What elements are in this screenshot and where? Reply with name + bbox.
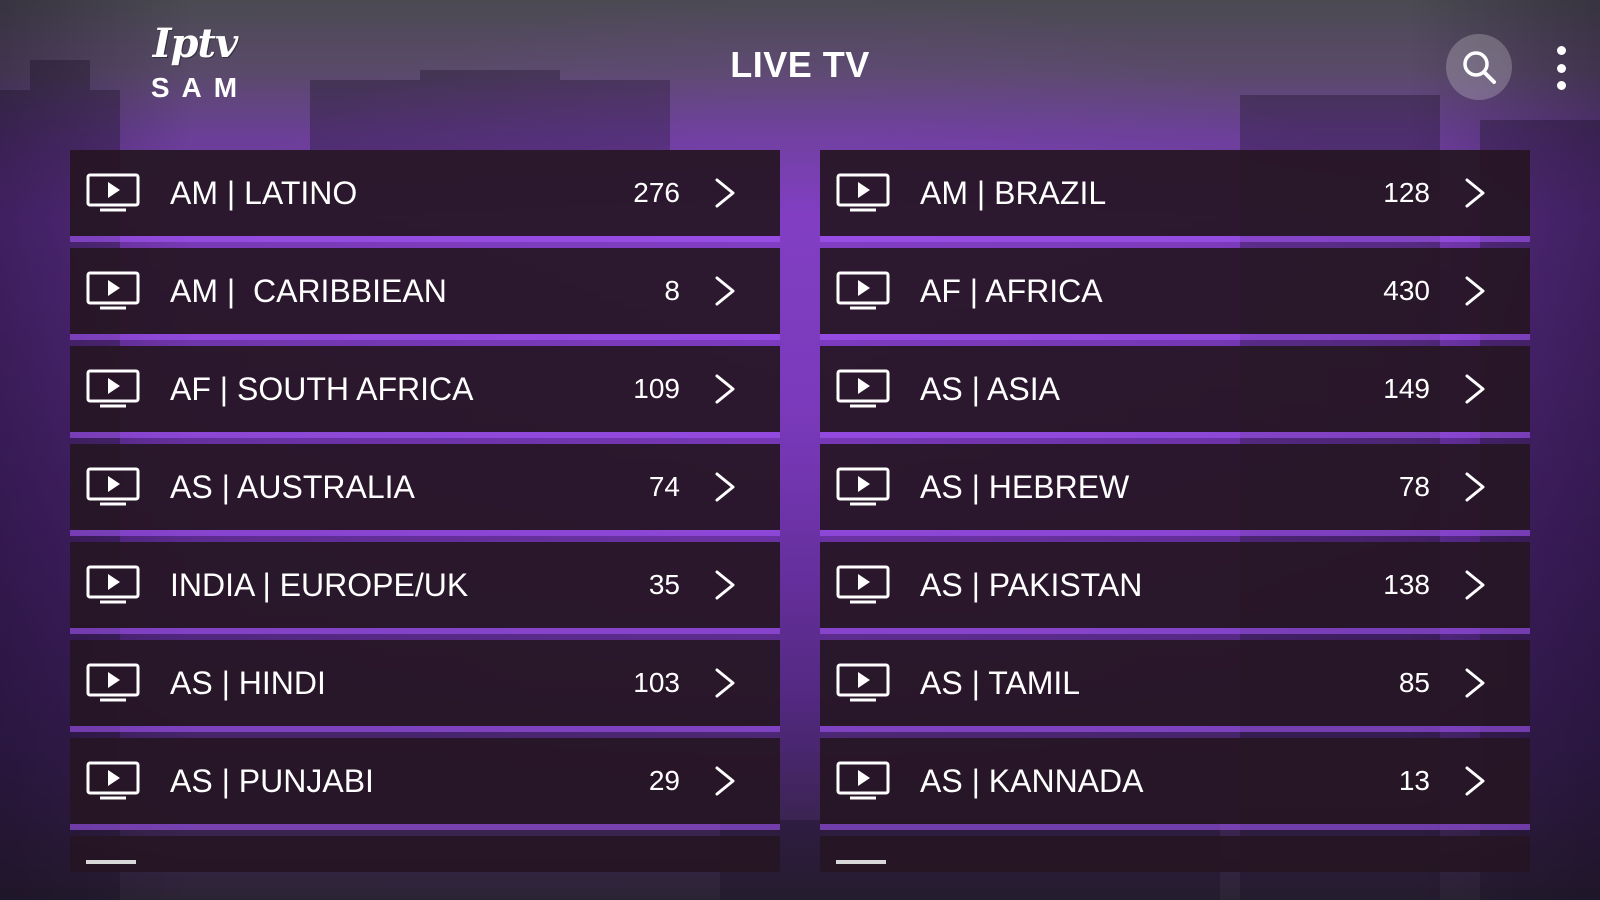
- chevron-right-icon: [715, 374, 735, 404]
- chevron-right-icon: [1465, 374, 1485, 404]
- category-column-right: AM | BRAZIL 128 AF | AFRICA 430 AS | ASI…: [820, 150, 1530, 872]
- category-row-left-2[interactable]: AF | SOUTH AFRICA 109: [70, 346, 780, 432]
- chevron-right-icon: [715, 472, 735, 502]
- channel-count: 85: [1398, 667, 1430, 698]
- chevron-right-icon: [715, 178, 735, 208]
- category-label: INDIA | EUROPE/UK: [170, 567, 469, 603]
- search-icon: [1463, 51, 1496, 84]
- tv-play-icon: [86, 369, 140, 408]
- search-button[interactable]: [1446, 34, 1512, 100]
- category-label: AS | KANNADA: [920, 763, 1144, 799]
- category-label: AS | AUSTRALIA: [170, 469, 415, 505]
- chevron-right-icon: [715, 766, 735, 796]
- category-row-left-4[interactable]: INDIA | EUROPE/UK 35: [70, 542, 780, 628]
- logo-script-text: Iptv: [152, 20, 238, 67]
- channel-count: 78: [1398, 471, 1430, 502]
- channel-count: 430: [1383, 275, 1430, 306]
- app-logo[interactable]: Iptv SAM: [140, 20, 250, 120]
- channel-count: 103: [633, 667, 680, 698]
- channel-count: 138: [1383, 569, 1430, 600]
- page-title: LIVE TV: [730, 44, 870, 85]
- chevron-right-icon: [1465, 178, 1485, 208]
- category-row-right-4[interactable]: AS | PAKISTAN 138: [820, 542, 1530, 628]
- category-label: AS | HINDI: [170, 665, 326, 701]
- channel-count: 29: [648, 765, 680, 796]
- chevron-right-icon: [715, 668, 735, 698]
- chevron-right-icon: [1465, 766, 1485, 796]
- channel-count: 8: [664, 275, 680, 306]
- category-row-partial[interactable]: [70, 836, 780, 872]
- tv-play-icon: [836, 663, 890, 702]
- category-label: AS | PAKISTAN: [920, 567, 1143, 603]
- tv-play-icon: [836, 565, 890, 604]
- category-row-left-6[interactable]: AS | PUNJABI 29: [70, 738, 780, 824]
- tv-play-icon: [836, 761, 890, 800]
- more-vertical-icon-dot: [1556, 81, 1566, 90]
- channel-count: 74: [648, 471, 680, 502]
- category-row-right-3[interactable]: AS | HEBREW 78: [820, 444, 1530, 530]
- category-label: AF | AFRICA: [920, 273, 1103, 309]
- category-row-right-0[interactable]: AM | BRAZIL 128: [820, 150, 1530, 236]
- tv-play-icon: [86, 173, 140, 212]
- channel-count: 109: [633, 373, 680, 404]
- chevron-right-icon: [1465, 570, 1485, 600]
- category-row-right-2[interactable]: AS | ASIA 149: [820, 346, 1530, 432]
- category-label: AS | PUNJABI: [170, 763, 374, 799]
- category-row-right-6[interactable]: AS | KANNADA 13: [820, 738, 1530, 824]
- category-row-left-1[interactable]: AM | CARIBBIEAN 8: [70, 248, 780, 334]
- tv-play-icon: [836, 173, 890, 212]
- more-vertical-icon: [1556, 46, 1566, 55]
- category-label: AS | HEBREW: [920, 469, 1130, 505]
- tv-play-icon: [836, 271, 890, 310]
- channel-count: 128: [1383, 177, 1430, 208]
- channel-count: 276: [633, 177, 680, 208]
- chevron-right-icon: [1465, 276, 1485, 306]
- tv-play-icon: [86, 663, 140, 702]
- category-row-right-1[interactable]: AF | AFRICA 430: [820, 248, 1530, 334]
- category-row-right-5[interactable]: AS | TAMIL 85: [820, 640, 1530, 726]
- tv-play-icon-partial: [86, 860, 136, 864]
- channel-count: 13: [1398, 765, 1430, 796]
- tv-play-icon: [86, 565, 140, 604]
- more-options-button[interactable]: [1546, 40, 1576, 96]
- category-label: AM | CARIBBIEAN: [170, 273, 447, 309]
- tv-play-icon-partial: [836, 860, 886, 864]
- more-vertical-icon-dot: [1556, 63, 1566, 73]
- tv-play-icon: [836, 369, 890, 408]
- top-bar: Iptv SAM LIVE TV: [0, 0, 1600, 140]
- tv-play-icon: [836, 467, 890, 506]
- category-column-left: AM | LATINO 276 AM | CARIBBIEAN 8 AF | S…: [70, 150, 780, 872]
- category-label: AS | TAMIL: [920, 665, 1081, 701]
- category-row-left-3[interactable]: AS | AUSTRALIA 74: [70, 444, 780, 530]
- category-label: AM | BRAZIL: [920, 175, 1107, 211]
- logo-word-text: SAM: [150, 72, 250, 103]
- tv-play-icon: [86, 271, 140, 310]
- channel-count: 149: [1383, 373, 1430, 404]
- chevron-right-icon: [715, 570, 735, 600]
- chevron-right-icon: [715, 276, 735, 306]
- channel-count: 35: [648, 569, 680, 600]
- tv-play-icon: [86, 761, 140, 800]
- category-label: AS | ASIA: [920, 371, 1060, 407]
- category-row-left-0[interactable]: AM | LATINO 276: [70, 150, 780, 236]
- tv-play-icon: [86, 467, 140, 506]
- category-row-partial[interactable]: [820, 836, 1530, 872]
- category-label: AF | SOUTH AFRICA: [170, 371, 474, 407]
- category-label: AM | LATINO: [170, 175, 358, 211]
- chevron-right-icon: [1465, 472, 1485, 502]
- chevron-right-icon: [1465, 668, 1485, 698]
- category-row-left-5[interactable]: AS | HINDI 103: [70, 640, 780, 726]
